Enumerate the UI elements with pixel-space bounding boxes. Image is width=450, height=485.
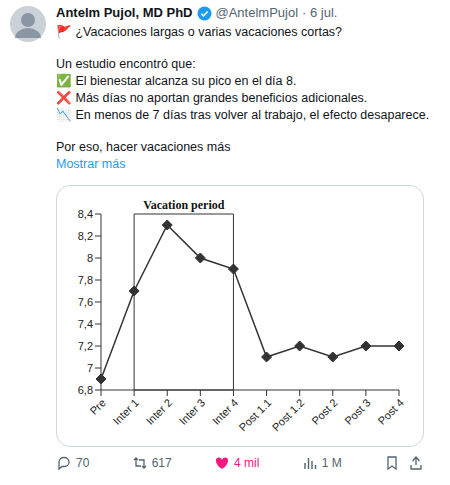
svg-text:7,2: 7,2	[78, 340, 93, 352]
html-text:Por eso, hacer vacaciones más: Por eso, hacer vacaciones más	[56, 140, 231, 154]
svg-text:Inter 4: Inter 4	[210, 396, 241, 427]
html-text:📉 En menos de 7 días tras volv: 📉 En menos de 7 días tras volver al trab…	[56, 108, 430, 122]
html-text:Antelm Pujol, MD PhD: Antelm Pujol, MD PhD	[56, 5, 193, 20]
svg-text:Inter 3: Inter 3	[177, 396, 208, 427]
html-text:@AntelmPujol · 6 jul.: @AntelmPujol · 6 jul.	[215, 5, 338, 20]
svg-text:8,4: 8,4	[78, 208, 93, 220]
html-text:4 mil: 4 mil	[234, 456, 260, 470]
svg-text:Post 1.1: Post 1.1	[236, 396, 273, 433]
svg-text:Vacation period: Vacation period	[143, 198, 225, 212]
html-text:Mostrar más: Mostrar más	[56, 157, 126, 171]
svg-text:Pre: Pre	[87, 396, 108, 417]
html-text:70: 70	[76, 456, 90, 470]
html-text:✅ El bienestar alcanza su pico: ✅ El bienestar alcanza su pico en el día…	[56, 74, 297, 88]
svg-text:6,8: 6,8	[78, 384, 93, 396]
svg-text:7: 7	[87, 362, 93, 374]
svg-text:7,4: 7,4	[78, 318, 93, 330]
svg-text:7,6: 7,6	[78, 296, 93, 308]
html-text:Un estudio encontró que:: Un estudio encontró que:	[56, 57, 196, 71]
svg-text:8: 8	[87, 252, 93, 264]
svg-text:Post 3: Post 3	[342, 396, 373, 427]
svg-text:Post 1.2: Post 1.2	[270, 396, 307, 433]
svg-text:Inter 2: Inter 2	[144, 396, 175, 427]
html-text:❌ Más días no aportan grandes: ❌ Más días no aportan grandes beneficios…	[56, 91, 368, 105]
svg-text:Post 4: Post 4	[375, 396, 406, 427]
svg-text:8,2: 8,2	[78, 230, 93, 242]
svg-text:Post 2: Post 2	[309, 396, 340, 427]
html-text:617: 617	[151, 456, 172, 470]
svg-text:7,8: 7,8	[78, 274, 93, 286]
svg-text:Inter 1: Inter 1	[111, 396, 142, 427]
html-text:🚩 ¿Vacaciones largas o varias: 🚩 ¿Vacaciones largas o varias vacaciones…	[56, 25, 342, 39]
html-text:1 M: 1 M	[321, 456, 342, 470]
